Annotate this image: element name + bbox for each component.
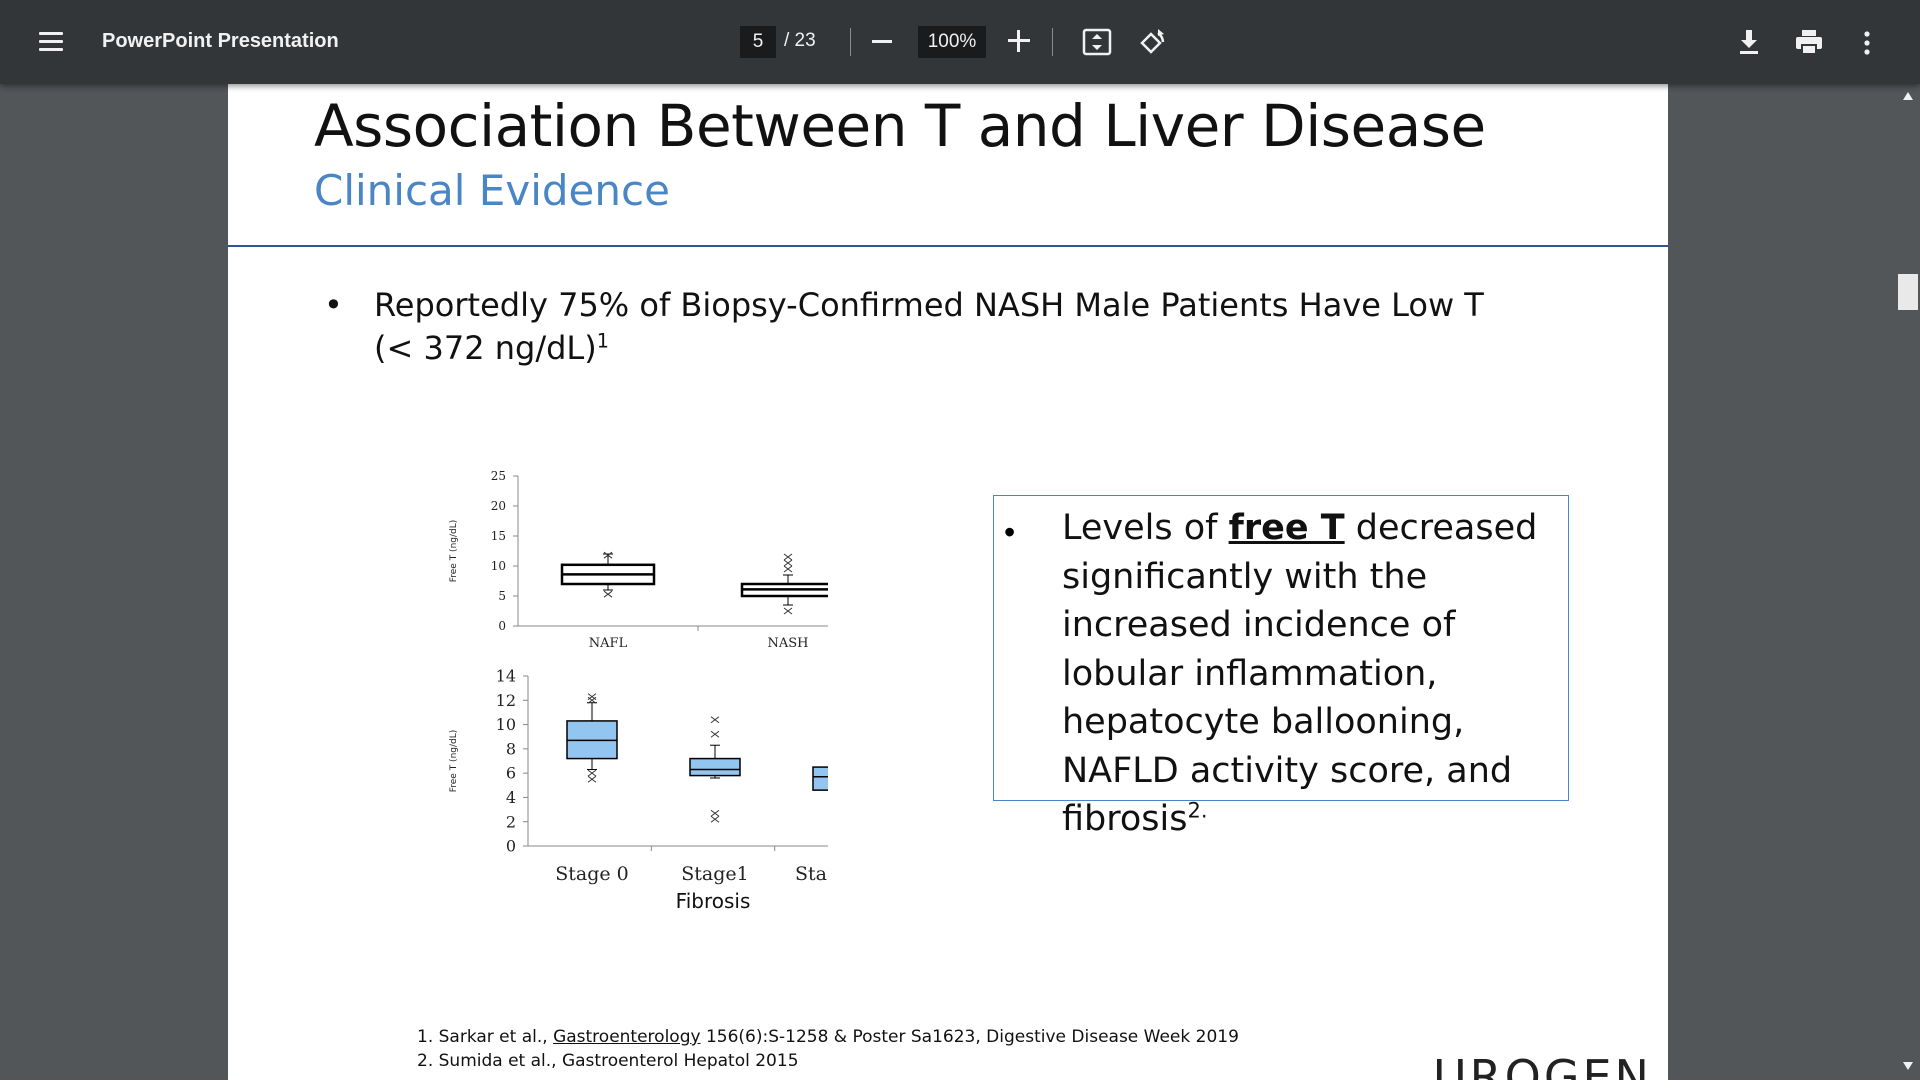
toolbar-divider (850, 28, 851, 56)
y-tick-label: 8 (506, 739, 516, 758)
outlier-marker (710, 815, 720, 823)
viewer-toolbar: PowerPoint Presentation 5 / 23 100% (0, 0, 1920, 84)
box (812, 766, 828, 791)
y-tick-label: 15 (491, 529, 506, 543)
y-tick-label: 20 (491, 499, 506, 513)
callout-emphasis: free T (1228, 508, 1345, 548)
page-number-input[interactable]: 5 (740, 26, 776, 58)
footnote-marker: 2. (1187, 798, 1208, 823)
title-divider (228, 245, 1668, 247)
vertical-scrollbar[interactable] (1896, 84, 1920, 1080)
x-category-label: Stage1 (681, 863, 748, 885)
outlier-marker (783, 559, 793, 567)
y-tick-label: 0 (506, 837, 516, 856)
y-tick-label: 25 (491, 469, 506, 483)
outlier-marker (783, 553, 793, 561)
y-tick-label: 12 (496, 691, 516, 710)
scroll-down-arrow-icon[interactable] (1903, 1062, 1913, 1070)
print-icon[interactable] (1794, 28, 1824, 56)
zoom-in-button[interactable] (1008, 30, 1030, 52)
x-category-label: NAFL (589, 636, 628, 651)
y-tick-label: 6 (506, 764, 516, 783)
box-plot-figure: 0 5 10 15 20 25 Free T (ng/dL) NAFL NASH 0 2 4 6 8 10… (449, 469, 828, 913)
y-tick-label: 10 (496, 715, 516, 734)
download-icon[interactable] (1736, 28, 1762, 56)
reference-1-authors: 1. Sarkar et al., (417, 1027, 554, 1047)
y-axis-label: Free T (ng/dL) (449, 730, 459, 793)
fit-page-icon[interactable] (1082, 28, 1112, 56)
footnote-marker: 1 (596, 329, 609, 353)
pdf-page: Association Between T and Liver Disease … (228, 84, 1668, 1080)
document-title: PowerPoint Presentation (102, 30, 339, 52)
outlier-marker (587, 775, 597, 783)
y-tick-label: 2 (506, 812, 516, 831)
nafl-nash-box-plot: 0 5 10 15 20 25 Free T (ng/dL) NAFL NASH (449, 469, 828, 651)
y-tick-label: 4 (506, 788, 516, 807)
main-bullet-body: Reportedly 75% of Biopsy-Confirmed NASH … (374, 286, 1484, 367)
page-total: / 23 (784, 30, 816, 51)
outlier-marker (710, 716, 720, 724)
reference-1-details: 156(6):S-1258 & Poster Sa1623, Digestive… (700, 1027, 1239, 1047)
reference-1: 1. Sarkar et al., Gastroenterology 156(6… (417, 1025, 1239, 1049)
x-category-label: NASH (767, 636, 808, 651)
zoom-level-input[interactable]: 100% (918, 26, 986, 58)
more-options-icon[interactable] (1862, 30, 1872, 56)
main-bullet-text: Reportedly 75% of Biopsy-Confirmed NASH … (374, 284, 1514, 370)
rotate-icon[interactable] (1136, 28, 1166, 58)
outlier-marker (710, 730, 720, 738)
scrollbar-thumb[interactable] (1898, 274, 1918, 310)
outlier-marker (603, 590, 613, 598)
references: 1. Sarkar et al., Gastroenterology 156(6… (417, 1025, 1239, 1073)
bullet-dot: • (324, 286, 343, 324)
callout-prefix: Levels of (1062, 508, 1229, 548)
scroll-up-arrow-icon[interactable] (1903, 92, 1913, 100)
y-tick-label: 10 (491, 559, 506, 573)
slide-title: Association Between T and Liver Disease (314, 92, 1486, 160)
x-axis-label: Fibrosis (676, 889, 751, 913)
box (689, 757, 741, 777)
reference-1-journal: Gastroenterology (553, 1027, 701, 1047)
outlier-marker (710, 809, 720, 817)
y-axis-label: Free T (ng/dL) (449, 520, 459, 583)
x-category-label: Stage 0 (555, 863, 629, 885)
menu-icon[interactable] (34, 26, 68, 58)
callout-text: Levels of free T decreased significantly… (1062, 504, 1562, 844)
y-tick-label: 14 (496, 667, 516, 686)
outlier-marker (783, 565, 793, 573)
slide-subtitle: Clinical Evidence (314, 166, 670, 215)
callout-rest: decreased significantly with the increas… (1062, 508, 1538, 839)
outlier-marker (587, 769, 597, 777)
callout-box: • Levels of free T decreased significant… (993, 495, 1569, 839)
y-tick-label: 0 (498, 619, 506, 633)
company-logo: UROGEN (1433, 1050, 1652, 1080)
outlier-marker (587, 693, 597, 701)
fibrosis-box-plot: 0 2 4 6 8 10 12 14 Free T (ng/dL) Stage 0 Stage1 St… (449, 667, 828, 913)
x-category-label: Stage2-3 (795, 863, 828, 885)
toolbar-divider (1052, 28, 1053, 56)
zoom-out-button[interactable] (872, 40, 892, 43)
y-tick-label: 5 (498, 589, 506, 603)
reference-2: 2. Sumida et al., Gastroenterol Hepatol … (417, 1051, 799, 1071)
outlier-marker (603, 551, 613, 559)
bullet-dot: • (1004, 514, 1016, 550)
outlier-marker (783, 607, 793, 615)
